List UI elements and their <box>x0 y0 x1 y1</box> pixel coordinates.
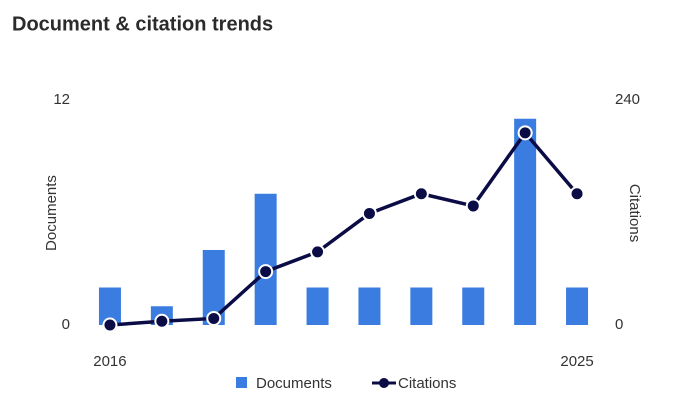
bar <box>254 193 277 325</box>
y-axis-title: Documents <box>43 175 60 251</box>
y2-axis-title: Citations <box>626 184 643 242</box>
y-tick-label: 0 <box>62 316 70 333</box>
bar <box>514 118 537 325</box>
x-tick-label: 2016 <box>93 353 126 370</box>
legend-swatch <box>236 377 247 388</box>
bar <box>202 250 225 325</box>
bar <box>358 287 381 325</box>
y2-tick-label: 0 <box>615 316 623 333</box>
point <box>361 205 377 221</box>
bar <box>410 287 433 325</box>
point <box>465 198 481 214</box>
legend-label: Citations <box>398 375 456 392</box>
point <box>258 264 274 280</box>
bar <box>462 287 485 325</box>
point <box>206 310 222 326</box>
x-tick-label: 2025 <box>560 353 593 370</box>
bar <box>306 287 329 325</box>
bar <box>566 287 589 325</box>
point <box>517 125 533 141</box>
point <box>569 186 585 202</box>
legend-swatch <box>379 378 389 388</box>
y2-tick-label: 240 <box>615 91 640 108</box>
y-tick-label: 12 <box>53 91 70 108</box>
chart-title: Document & citation trends <box>12 13 273 35</box>
legend-label: Documents <box>256 375 332 392</box>
point <box>154 313 170 329</box>
point <box>413 186 429 202</box>
bar <box>98 287 121 325</box>
line <box>109 129 579 327</box>
point <box>102 317 118 333</box>
point <box>310 244 326 260</box>
